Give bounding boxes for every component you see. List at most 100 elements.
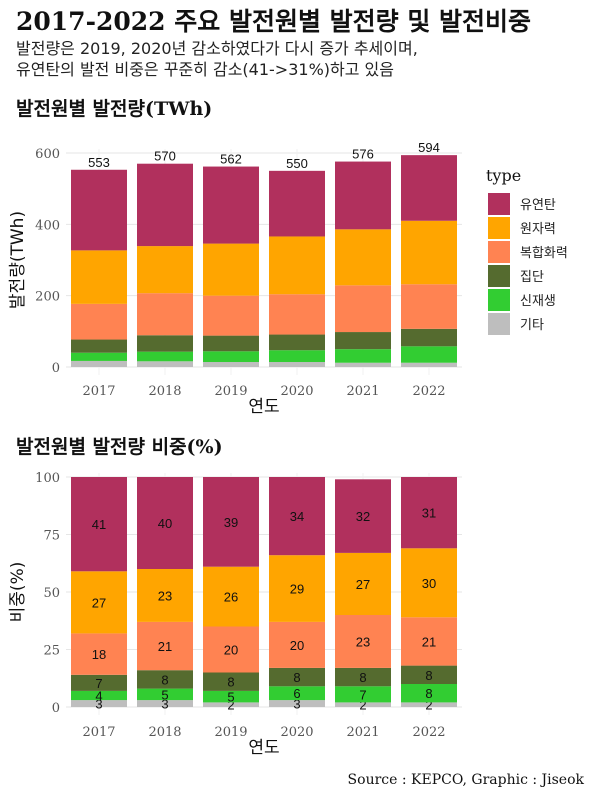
data-label: 3	[95, 697, 102, 712]
bar-segment	[269, 621, 325, 668]
legend-title: type	[486, 166, 521, 185]
x-tick-label: 2017	[82, 384, 115, 399]
y-tick-label: 0	[52, 701, 60, 716]
x-tick-label: 2021	[346, 384, 379, 399]
x-tick-label: 2020	[280, 384, 313, 399]
x-tick-label: 2019	[214, 384, 247, 399]
total-label: 562	[220, 152, 242, 167]
bar-segment	[71, 700, 127, 707]
total-label: 570	[154, 149, 176, 164]
bar-segment	[335, 349, 391, 363]
bar-segment	[137, 361, 193, 367]
bar-segment	[269, 350, 325, 363]
bar-segment	[71, 633, 127, 675]
data-label: 8	[359, 670, 366, 685]
y-tick-label: 0	[52, 361, 60, 376]
legend-swatch	[488, 193, 510, 215]
bar-segment	[137, 621, 193, 671]
bar-segment	[71, 674, 127, 691]
bar-segment	[335, 615, 391, 668]
data-label: 23	[356, 634, 370, 649]
legend-swatch	[488, 265, 510, 287]
data-label: 32	[356, 509, 370, 524]
bar-segment	[401, 328, 457, 347]
bar-segment	[203, 626, 259, 673]
bar-segment	[71, 690, 127, 701]
bar-segment	[71, 303, 127, 340]
bar-segment	[203, 295, 259, 336]
data-label: 26	[224, 590, 238, 605]
x-tick-label: 2021	[346, 725, 379, 740]
y-tick-label: 25	[43, 644, 60, 659]
bar-segment	[203, 362, 259, 367]
total-label: 553	[88, 155, 110, 170]
y-axis-title: 비중(%)	[8, 562, 28, 623]
bar-segment	[203, 166, 259, 244]
bar-segment	[269, 686, 325, 701]
x-axis-title: 연도	[248, 738, 279, 758]
legend-item-label: 복합화력	[520, 246, 568, 261]
data-label: 5	[161, 687, 168, 702]
data-label: 5	[227, 690, 234, 705]
bar-segment	[203, 690, 259, 703]
bar-segment	[269, 700, 325, 707]
bar-segment	[335, 667, 391, 687]
data-label: 20	[290, 638, 304, 653]
bar-segment	[71, 477, 127, 572]
total-label: 594	[418, 140, 440, 155]
data-label: 8	[227, 675, 234, 690]
bar-segment	[203, 335, 259, 352]
bar-segment	[137, 163, 193, 247]
data-label: 3	[293, 697, 300, 712]
chart2: 0255075100347182741358212340258202639368…	[8, 471, 462, 758]
bar-segment	[269, 294, 325, 335]
data-label: 8	[425, 668, 432, 683]
data-label: 39	[224, 515, 238, 530]
data-label: 4	[95, 689, 102, 704]
bar-segment	[137, 477, 193, 569]
bar-segment	[401, 284, 457, 329]
data-label: 30	[422, 576, 436, 591]
bar-segment	[203, 702, 259, 707]
data-label: 20	[224, 643, 238, 658]
data-label: 8	[425, 686, 432, 701]
chart2-title: 발전원별 발전량 비중(%)	[16, 436, 223, 458]
bar-segment	[269, 667, 325, 687]
bar-segment	[71, 250, 127, 304]
bar-segment	[269, 334, 325, 351]
bar-segment	[137, 351, 193, 362]
data-label: 18	[92, 647, 106, 662]
data-label: 27	[92, 595, 106, 610]
bar-segment	[401, 346, 457, 363]
bar-segment	[269, 236, 325, 295]
data-label: 8	[293, 670, 300, 685]
legend-item-label: 기타	[520, 318, 544, 333]
x-tick-label: 2018	[148, 384, 181, 399]
y-tick-label: 600	[35, 147, 60, 162]
page-title: 2017-2022 주요 발전원별 발전량 및 발전비중	[16, 7, 532, 36]
total-label: 550	[286, 156, 308, 171]
bar-segment	[401, 617, 457, 666]
data-label: 8	[161, 672, 168, 687]
data-label: 31	[422, 506, 436, 521]
bar-segment	[71, 352, 127, 361]
bar-segment	[401, 548, 457, 618]
y-tick-label: 50	[43, 586, 60, 601]
total-label: 576	[352, 147, 374, 162]
data-label: 7	[359, 687, 366, 702]
bar-segment	[401, 702, 457, 707]
data-label: 2	[425, 698, 432, 713]
data-label: 3	[161, 697, 168, 712]
y-tick-label: 100	[35, 471, 60, 486]
bar-segment	[269, 477, 325, 556]
y-tick-label: 75	[43, 529, 60, 544]
data-label: 2	[227, 698, 234, 713]
chart1: 0 200 400 600 553 570 562 550 576 594 2017 2018 2019…	[8, 140, 462, 417]
x-tick-label: 2022	[412, 384, 445, 399]
bar-segment	[335, 686, 391, 703]
bar-segment	[203, 477, 259, 567]
data-label: 29	[290, 582, 304, 597]
subtitle-line-1: 발전량은 2019, 2020년 감소하였다가 다시 증가 추세이며,	[16, 39, 418, 58]
y-axis-title: 발전량(TWh)	[8, 211, 28, 309]
